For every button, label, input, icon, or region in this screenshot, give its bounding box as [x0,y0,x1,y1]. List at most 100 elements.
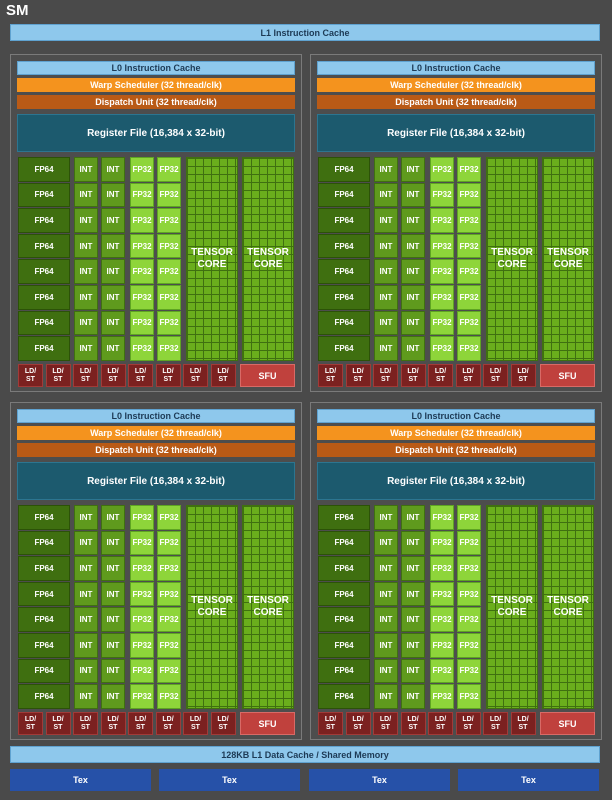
register-file: Register File (16,384 x 32-bit) [17,114,295,152]
fp32-unit: FP32 [430,556,454,581]
fp64-unit: FP64 [318,684,370,709]
ld-st-unit: LD/ ST [210,712,236,735]
ld-st-unit: LD/ ST [45,712,71,735]
int-unit: INT [74,233,98,259]
tensor-core-2: TENSOR CORE [542,505,594,709]
tex-unit-3: Tex [309,769,450,791]
fp64-unit: FP64 [18,259,70,284]
fp32-unit: FP32 [430,505,454,530]
fp32-unit: FP32 [457,505,481,530]
l0-instruction-cache: L0 Instruction Cache [317,409,595,423]
fp64-unit: FP64 [318,336,370,361]
fp32-unit: FP32 [157,285,181,310]
warp-scheduler: Warp Scheduler (32 thread/clk) [317,426,595,440]
tensor-core-label: TENSOR CORE [247,594,289,618]
fp32-unit: FP32 [430,208,454,233]
int-unit: INT [401,684,425,709]
int-unit: INT [374,633,398,658]
fp32-unit: FP32 [430,607,454,632]
fp32-unit: FP32 [130,233,154,259]
warp-scheduler: Warp Scheduler (32 thread/clk) [17,426,295,440]
fp32-unit: FP32 [130,581,154,607]
fp32-unit: FP32 [430,336,454,361]
int-unit: INT [101,157,125,182]
ld-st-unit: LD/ ST [345,364,371,387]
fp64-unit: FP64 [18,530,70,556]
int-unit: INT [74,259,98,284]
int-unit: INT [374,658,398,684]
ld-st-unit: LD/ ST [128,712,153,735]
fp32-unit: FP32 [130,505,154,530]
tex-unit-4: Tex [458,769,599,791]
int-unit: INT [74,182,98,208]
int-unit: INT [374,556,398,581]
ld-st-unit: LD/ ST [455,712,481,735]
int-unit: INT [74,607,98,632]
ld-st-unit: LD/ ST [73,364,98,387]
fp32-unit: FP32 [457,684,481,709]
ld-st-unit: LD/ ST [100,712,126,735]
int-unit: INT [101,182,125,208]
fp32-unit: FP32 [157,208,181,233]
ld-st-unit: LD/ ST [18,712,43,735]
fp32-unit: FP32 [430,633,454,658]
warp-scheduler: Warp Scheduler (32 thread/clk) [17,78,295,92]
int-unit: INT [401,285,425,310]
fp64-unit: FP64 [18,607,70,632]
int-unit: INT [101,310,125,336]
fp32-unit: FP32 [130,157,154,182]
int-unit: INT [401,157,425,182]
fp64-unit: FP64 [18,658,70,684]
ld-st-unit: LD/ ST [345,712,371,735]
ld-st-unit: LD/ ST [483,712,508,735]
dispatch-unit: Dispatch Unit (32 thread/clk) [17,95,295,109]
int-unit: INT [74,336,98,361]
fp32-unit: FP32 [457,556,481,581]
fp32-unit: FP32 [457,607,481,632]
ld-st-unit: LD/ ST [455,364,481,387]
int-unit: INT [101,259,125,284]
l1-instruction-cache: L1 Instruction Cache [10,24,600,41]
fp32-unit: FP32 [130,684,154,709]
sfu-unit: SFU [240,712,295,735]
tensor-core-1: TENSOR CORE [486,505,538,709]
ld-st-unit: LD/ ST [373,712,398,735]
sm-partition-3: L0 Instruction Cache Warp Scheduler (32 t… [10,402,302,740]
fp64-unit: FP64 [318,157,370,182]
l1-data-cache: 128KB L1 Data Cache / Shared Memory [10,746,600,763]
l0-instruction-cache: L0 Instruction Cache [17,409,295,423]
fp32-unit: FP32 [130,556,154,581]
fp64-unit: FP64 [318,658,370,684]
int-unit: INT [101,658,125,684]
fp32-unit: FP32 [430,684,454,709]
int-unit: INT [101,556,125,581]
int-unit: INT [101,633,125,658]
tensor-core-1: TENSOR CORE [186,157,238,361]
fp32-unit: FP32 [430,530,454,556]
fp32-unit: FP32 [130,607,154,632]
int-unit: INT [401,336,425,361]
int-unit: INT [74,684,98,709]
tex-unit-1: Tex [10,769,151,791]
fp32-unit: FP32 [157,505,181,530]
sm-title: SM [6,2,29,19]
fp64-unit: FP64 [318,285,370,310]
fp64-unit: FP64 [318,556,370,581]
ld-st-unit: LD/ ST [318,364,343,387]
fp64-unit: FP64 [318,259,370,284]
tensor-core-1: TENSOR CORE [486,157,538,361]
fp64-unit: FP64 [18,633,70,658]
int-unit: INT [401,259,425,284]
tensor-core-label: TENSOR CORE [191,594,233,618]
sfu-unit: SFU [240,364,295,387]
register-file: Register File (16,384 x 32-bit) [17,462,295,500]
ld-st-unit: LD/ ST [400,364,426,387]
register-file: Register File (16,384 x 32-bit) [317,114,595,152]
ld-st-unit: LD/ ST [483,364,508,387]
ld-st-unit: LD/ ST [45,364,71,387]
l0-instruction-cache: L0 Instruction Cache [317,61,595,75]
int-unit: INT [401,233,425,259]
ld-st-unit: LD/ ST [183,364,208,387]
fp64-unit: FP64 [318,530,370,556]
sm-partition-4: L0 Instruction Cache Warp Scheduler (32 t… [310,402,602,740]
